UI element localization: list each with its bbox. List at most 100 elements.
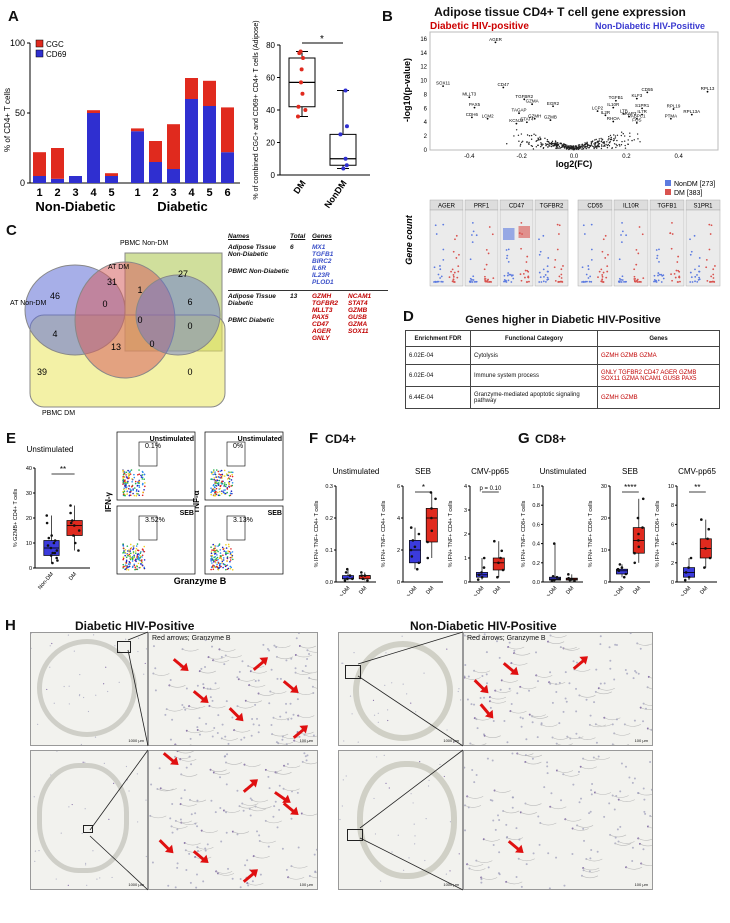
cell-nucleus <box>238 670 241 673</box>
flow-event <box>210 471 213 473</box>
data-point <box>70 519 74 522</box>
count-point <box>525 261 528 263</box>
volcano-point <box>549 145 551 147</box>
count-point <box>581 266 584 269</box>
gene-label: PAX5 <box>469 102 481 107</box>
gene-label: PTMA <box>665 113 678 118</box>
cell-nucleus <box>565 700 568 703</box>
volcano-point <box>532 148 535 150</box>
plot-title: CMV-pp65 <box>678 467 716 476</box>
count-point <box>557 281 560 283</box>
cell-nucleus <box>503 719 506 722</box>
gene-point <box>604 114 607 117</box>
scale-bar-label: 100 μm <box>634 882 648 887</box>
cell-nucleus <box>633 719 636 722</box>
set-right-ellipse <box>135 274 221 356</box>
cell-nucleus <box>214 682 217 685</box>
volcano-point <box>581 148 583 150</box>
flow-event <box>211 554 214 557</box>
count-point <box>453 281 456 283</box>
cell-nucleus <box>185 868 188 871</box>
tissue-fiber <box>525 803 542 806</box>
flow-event <box>228 480 231 483</box>
flow-event <box>210 551 213 553</box>
flow-event <box>136 556 138 558</box>
flow-event <box>224 489 226 491</box>
gene-name: STAT4 <box>348 300 368 307</box>
data-point <box>344 124 349 129</box>
count-point <box>605 276 608 279</box>
tissue-fiber <box>574 669 591 672</box>
flow-event <box>224 563 226 566</box>
flow-event <box>125 562 128 564</box>
flow-event <box>132 492 134 495</box>
flow-event <box>211 478 213 481</box>
count-point <box>587 277 590 279</box>
flow-event <box>231 492 233 495</box>
legend-swatch <box>35 39 44 48</box>
category-label: DM <box>565 585 575 596</box>
histology-nondm-zoom-1: Red arrows; Granzyme B 100 μm <box>463 632 653 746</box>
volcano-point <box>563 146 566 148</box>
count-point <box>689 281 692 283</box>
legend-label: CD69 <box>46 50 67 59</box>
flow-event <box>225 543 227 546</box>
volcano-point <box>569 145 572 147</box>
cell-nucleus <box>383 754 385 756</box>
count-point <box>587 268 590 271</box>
panel-d-genes-3: GZMH GZMB <box>597 386 720 409</box>
count-point <box>678 276 681 279</box>
flow-gate <box>138 441 158 467</box>
cell-nucleus <box>239 886 242 889</box>
tissue-fiber <box>210 769 227 772</box>
count-point <box>439 265 441 267</box>
tissue-fiber <box>273 717 290 721</box>
volcano-point <box>592 146 595 148</box>
tissue-fiber <box>307 649 317 653</box>
y-tick-label: 3 <box>464 508 467 514</box>
count-point <box>456 276 459 279</box>
volcano-point <box>624 144 626 147</box>
volcano-point <box>597 142 600 144</box>
tissue-fiber <box>541 724 558 727</box>
count-point <box>621 221 623 224</box>
data-point <box>708 556 712 560</box>
cell-nucleus <box>464 829 467 832</box>
venn-count: 1 <box>137 285 142 295</box>
count-point <box>706 279 709 282</box>
flow-event <box>122 488 125 491</box>
cell-nucleus <box>243 736 246 739</box>
data-point <box>301 56 306 60</box>
cell-nucleus <box>196 825 199 828</box>
count-point <box>689 253 692 256</box>
x-tick-label: 0.0 <box>570 154 579 160</box>
panel-e-flow-plots: 0.1%UnstimulatedIFN-γ0%UnstimulatedTNF-α… <box>104 431 284 586</box>
count-point <box>538 281 541 283</box>
cell-nucleus <box>578 801 581 804</box>
y-axis-label: % of combined CGC+ and CD69+ CD4+ T cell… <box>253 20 260 199</box>
flow-event <box>137 473 139 476</box>
count-point <box>633 275 636 278</box>
flow-event <box>130 469 133 471</box>
data-point <box>434 497 437 501</box>
cell-nucleus <box>185 687 188 690</box>
flow-event <box>122 483 124 485</box>
tissue-texture <box>464 752 652 889</box>
set-label: AT Non-DM <box>10 300 46 307</box>
count-point <box>560 273 563 276</box>
bar-cgc <box>33 152 46 176</box>
cell-nucleus <box>143 673 145 675</box>
data-point <box>409 526 413 529</box>
volcano-point <box>570 146 572 149</box>
flow-event <box>123 551 125 553</box>
y-tick-label: 4 <box>464 484 467 490</box>
data-point <box>53 539 57 542</box>
cell-nucleus <box>152 645 155 648</box>
flow-event <box>219 485 222 488</box>
count-point <box>696 281 699 283</box>
flow-event <box>212 559 215 562</box>
tissue-fiber <box>595 723 612 727</box>
count-point <box>471 281 474 283</box>
flow-event <box>219 487 221 490</box>
